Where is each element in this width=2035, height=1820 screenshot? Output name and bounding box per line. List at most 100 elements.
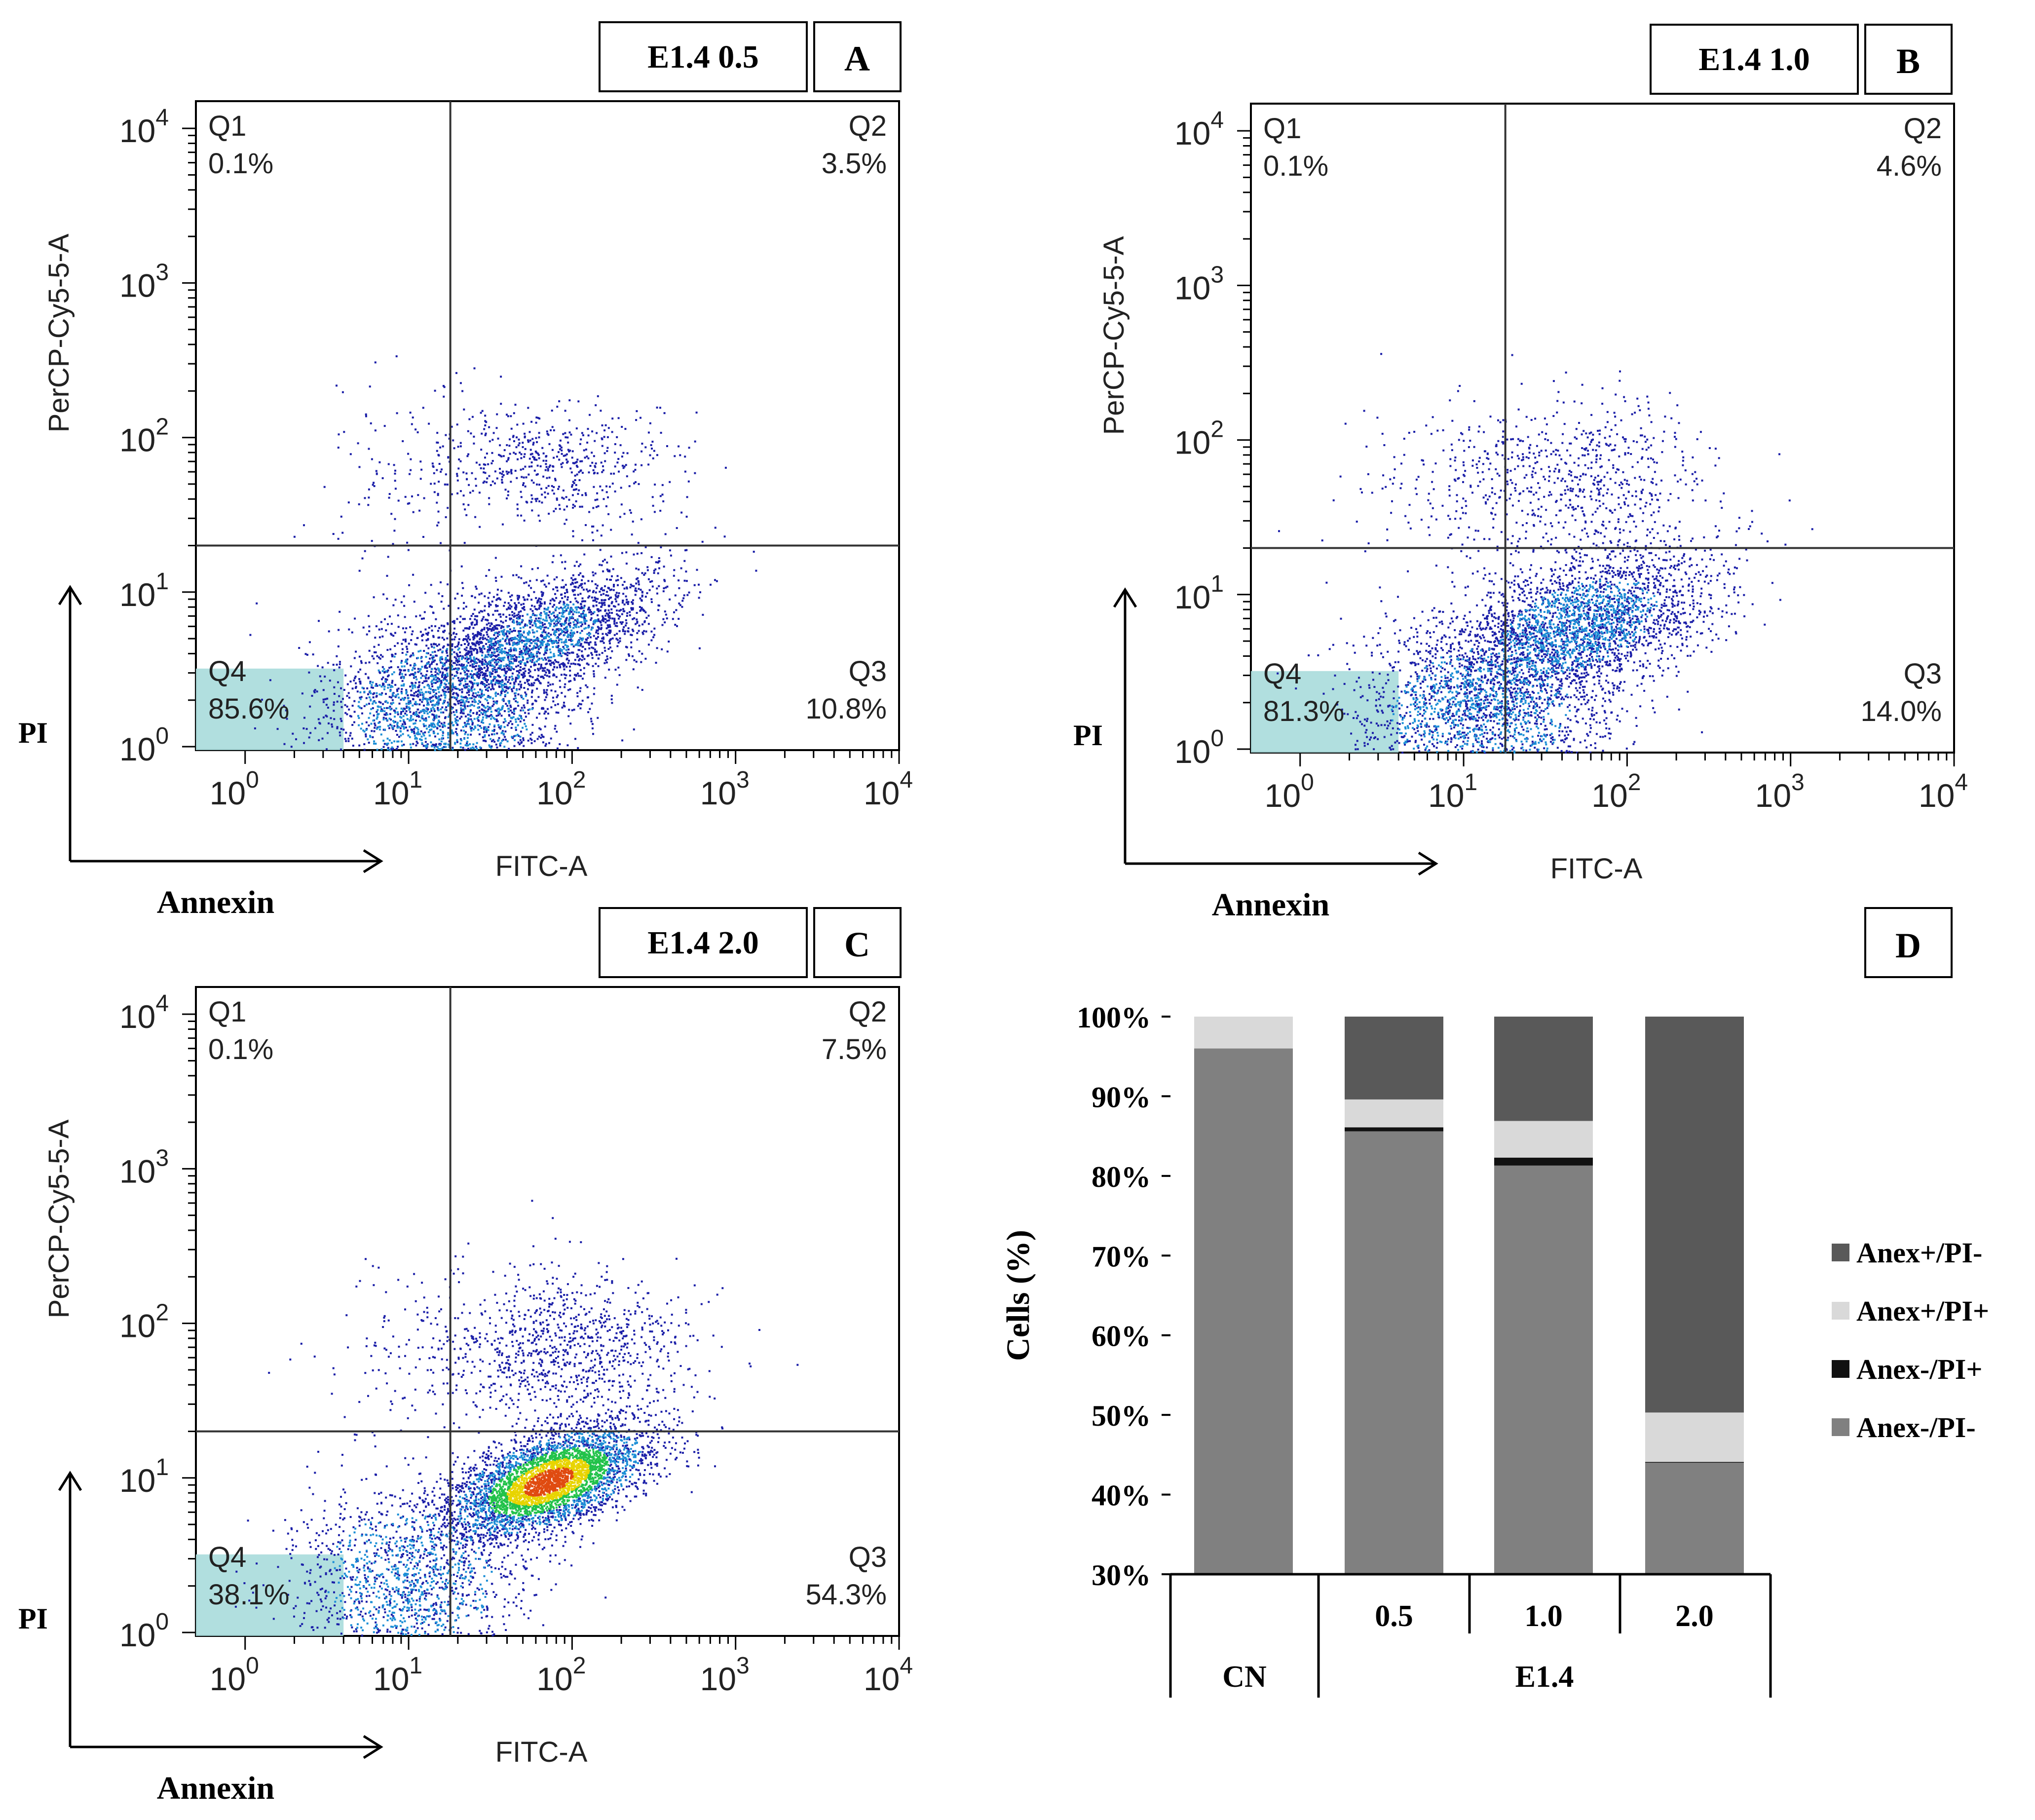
annexin-axis-label: Annexin [157,884,274,920]
quadrant-value-q2: 3.5% [822,148,887,180]
legend-label: Anex+/PI+ [1856,1295,1989,1327]
y-tick-label: 103 [119,259,169,303]
panel-b: E1.4 1.0 B 100 100 101 101 102 102 103 103 104 104 F… [1073,24,1968,923]
legend-label: Anex+/PI- [1856,1237,1982,1269]
axis-arrows [1113,587,1438,876]
x-axis-title: FITC-A [1550,853,1643,885]
quadrant-value-q2: 7.5% [822,1033,887,1065]
dots-mid-density [357,603,598,752]
condition-label: E1.4 0.5 [647,39,759,75]
x-tick-label: 102 [536,767,586,811]
bar-segment-anex-pi- [1494,1017,1593,1121]
dots-low-density [234,1200,799,1637]
x-axis-title: FITC-A [495,1736,588,1768]
pi-axis-label: PI [1073,719,1103,752]
y-tick-label: 90% [1092,1081,1151,1113]
panel-label-box [1864,24,1953,95]
y-tick-label: 70% [1092,1240,1151,1273]
pi-axis-label: PI [18,1602,48,1635]
panel-label: B [1896,41,1920,81]
quadrant-name-q4: Q4 [208,655,246,687]
y-tick-label: 80% [1092,1161,1151,1193]
annexin-axis-label: Annexin [157,1770,274,1806]
y-tick-label: 30% [1092,1559,1151,1592]
x-tick-label: 103 [1755,769,1805,814]
dots-very-high-density [506,1458,590,1506]
dots-high-density [488,1447,609,1517]
quadrant-value-q3: 14.0% [1861,695,1942,727]
y-tick-label: 102 [119,414,169,458]
y-tick-label: 50% [1092,1400,1151,1432]
y-tick-label: 40% [1092,1479,1151,1512]
axis-ticks [182,1013,900,1650]
x-tick-label: 101 [373,1653,422,1697]
quadrant-value-q3: 54.3% [806,1579,887,1611]
panel-label: C [844,925,870,964]
quadrant-name-q4: Q4 [208,1541,246,1573]
y-axis-title: PerCP-Cy5-5-A [43,1119,75,1318]
quadrant-name-q1: Q1 [208,110,246,142]
y-tick-label: 103 [1174,262,1224,306]
group-label: E1.4 [1515,1660,1574,1694]
annexin-arrow-head [1418,851,1438,876]
x-tick-label: 100 [210,1653,259,1697]
y-tick-label: 103 [119,1145,169,1189]
axis-arrows [58,585,383,873]
condition-box [1650,24,1859,95]
x-tick-label: 103 [700,767,750,811]
bar-segment-anex-pi- [1645,1462,1744,1463]
legend-label: Anex-/PI- [1856,1411,1976,1443]
x-tick-label: 100 [210,767,259,811]
event-dots [234,1200,799,1637]
y-tick-label: 101 [1174,571,1224,615]
y-tick-label: 100 [119,723,169,767]
category-label: 2.0 [1675,1599,1714,1633]
bar-segment-anex-pi- [1194,1017,1293,1049]
y-tick-label: 104 [1174,107,1224,152]
x-tick-label: 101 [1428,769,1477,814]
panel-label-box [813,21,902,92]
x-tick-label: 102 [1591,769,1641,814]
bar-segment-anex-pi- [1645,1017,1744,1413]
panel-label: A [844,39,870,78]
pi-arrow-head [1113,587,1137,608]
bar-segment-anex-pi- [1345,1017,1443,1100]
y-tick-label: 104 [119,105,169,149]
x-tick-label: 103 [700,1653,750,1697]
legend-swatch [1832,1418,1849,1436]
quadrant-value-q4: 38.1% [208,1579,289,1611]
annexin-arrow-head [363,849,383,873]
x-tick-label: 101 [373,767,422,811]
bar-segment-anex-pi- [1345,1127,1443,1132]
quadrant-value-q1: 0.1% [1263,150,1328,182]
quadrant-value-q4: 85.6% [208,693,289,725]
y-tick-label: 100 [119,1609,169,1653]
annexin-arrow-head [363,1735,383,1759]
condition-box [599,21,808,92]
y-tick-label: 101 [119,1454,169,1499]
legend: Anex+/PI- Anex+/PI+ Anex-/PI+ Anex-/PI- [1832,1237,1989,1443]
dots-mid-density [327,1429,641,1636]
legend-label: Anex-/PI+ [1856,1353,1982,1385]
quadrant-value-q1: 0.1% [208,1033,273,1065]
panel-label-box [813,907,902,978]
plot-frame [195,100,900,751]
quadrant-name-q4: Q4 [1263,658,1301,690]
bar-segment-anex-pi- [1494,1165,1593,1574]
group-label: CN [1222,1660,1267,1694]
bar-segment-anex-pi- [1494,1157,1593,1166]
bars [1194,1017,1744,1574]
x-tick-label: 102 [536,1653,586,1697]
dots-low-density [249,355,757,752]
condition-label: E1.4 2.0 [647,925,759,961]
condition-box [599,907,808,978]
y-axis-title: PerCP-Cy5-5-A [43,233,75,432]
panel-a: E1.4 0.5 A 100 100 101 101 102 102 103 103 104 104 F… [18,21,913,920]
bar-segment-anex-pi- [1645,1463,1744,1574]
y-axis-title: Cells (%) [1000,1230,1036,1361]
quadrant-name-q2: Q2 [1904,113,1942,145]
quadrant-name-q3: Q3 [849,655,887,687]
y-tick-label: 101 [119,569,169,613]
quadrant-name-q1: Q1 [208,996,246,1028]
